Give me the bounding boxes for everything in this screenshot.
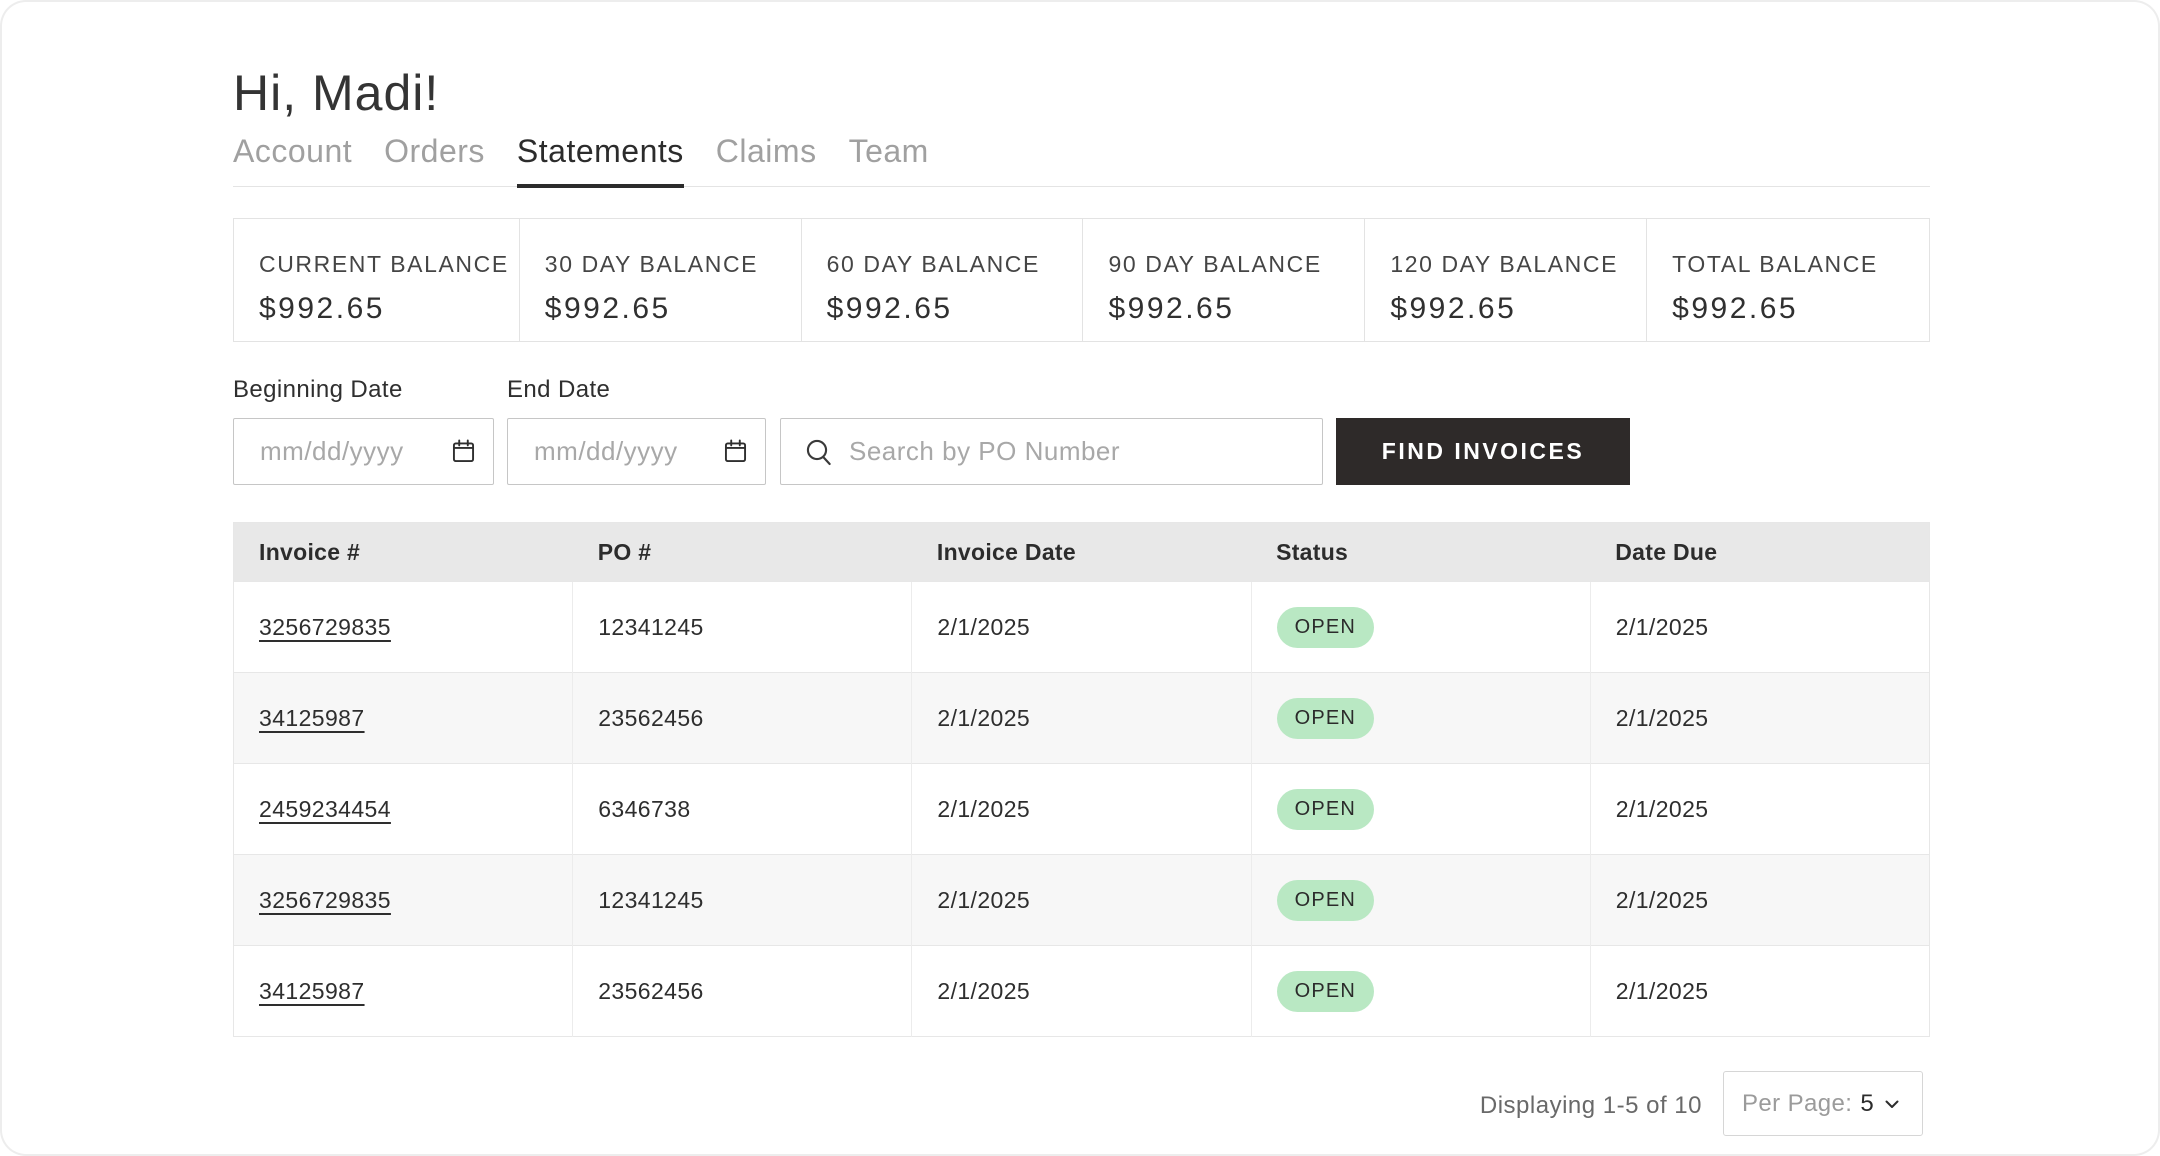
date-due-cell: 2/1/2025 — [1589, 945, 1930, 1037]
per-page-label: Per Page: — [1742, 1089, 1853, 1117]
balance-value: $992.65 — [1390, 292, 1517, 325]
calendar-icon[interactable] — [722, 437, 749, 466]
balance-value: $992.65 — [1108, 292, 1235, 325]
search-icon — [803, 436, 835, 468]
column-header-invoice: Invoice # — [233, 522, 573, 582]
balance-card-90: 90 DAY BALANCE $992.65 — [1083, 219, 1366, 341]
status-badge: OPEN — [1276, 788, 1375, 830]
calendar-icon[interactable] — [450, 437, 477, 466]
beginning-date-input[interactable] — [234, 436, 446, 467]
tab-orders[interactable]: Orders — [384, 133, 485, 169]
tab-bar: Account Orders Statements Claims Team — [233, 133, 1930, 188]
balance-card-60: 60 DAY BALANCE $992.65 — [802, 219, 1084, 341]
balance-label: 60 DAY BALANCE — [826, 251, 1040, 277]
end-date-field[interactable] — [507, 418, 766, 485]
status-badge: OPEN — [1276, 606, 1375, 648]
balance-card-120: 120 DAY BALANCE $992.65 — [1365, 219, 1648, 341]
po-cell: 23562456 — [572, 945, 912, 1037]
invoice-link[interactable]: 2459234454 — [259, 795, 391, 822]
status-badge: OPEN — [1276, 970, 1375, 1012]
po-cell: 6346738 — [572, 763, 912, 855]
table-header-row: Invoice # PO # Invoice Date Status Date … — [233, 522, 1930, 582]
date-due-cell: 2/1/2025 — [1589, 581, 1930, 673]
balance-label: 30 DAY BALANCE — [544, 251, 759, 277]
per-page-select[interactable]: Per Page: 5 — [1723, 1071, 1923, 1136]
balance-value: $992.65 — [259, 292, 385, 325]
balance-card-current: CURRENT BALANCE $992.65 — [234, 219, 520, 341]
tab-statements[interactable]: Statements — [516, 133, 684, 188]
po-search-field[interactable] — [780, 418, 1323, 485]
balance-card-30: 30 DAY BALANCE $992.65 — [520, 219, 802, 341]
date-due-cell: 2/1/2025 — [1589, 854, 1930, 946]
tab-claims[interactable]: Claims — [715, 133, 817, 169]
page-title: Hi, Madi! — [233, 64, 440, 121]
end-date-label: End Date — [507, 376, 611, 403]
po-search-input[interactable] — [835, 436, 1322, 467]
invoices-table: Invoice # PO # Invoice Date Status Date … — [233, 522, 1930, 1037]
status-badge: OPEN — [1276, 879, 1375, 921]
balance-value: $992.65 — [826, 292, 953, 325]
table-row: 3256729835 12341245 2/1/2025 OPEN 2/1/20… — [233, 854, 1930, 946]
invoice-date-cell: 2/1/2025 — [911, 945, 1252, 1037]
end-date-input[interactable] — [508, 436, 718, 467]
invoice-date-cell: 2/1/2025 — [911, 763, 1252, 855]
po-cell: 23562456 — [572, 672, 912, 764]
column-header-invoice-date: Invoice Date — [911, 522, 1252, 582]
invoice-date-cell: 2/1/2025 — [911, 672, 1252, 764]
date-due-cell: 2/1/2025 — [1589, 672, 1930, 764]
per-page-value: 5 — [1860, 1089, 1874, 1117]
invoice-date-cell: 2/1/2025 — [911, 581, 1252, 673]
tab-team[interactable]: Team — [848, 133, 929, 169]
balance-label: 120 DAY BALANCE — [1390, 251, 1619, 277]
invoice-link[interactable]: 3256729835 — [259, 886, 391, 913]
balance-value: $992.65 — [544, 292, 671, 325]
find-invoices-button[interactable]: FIND INVOICES — [1336, 418, 1630, 485]
date-due-cell: 2/1/2025 — [1589, 763, 1930, 855]
balance-card-total: TOTAL BALANCE $992.65 — [1647, 219, 1929, 341]
invoice-link[interactable]: 34125987 — [259, 704, 365, 731]
table-row: 3256729835 12341245 2/1/2025 OPEN 2/1/20… — [233, 581, 1930, 673]
balance-value: $992.65 — [1672, 292, 1799, 325]
invoice-link[interactable]: 34125987 — [259, 977, 365, 1004]
column-header-status: Status — [1251, 522, 1591, 582]
column-header-date-due: Date Due — [1590, 522, 1930, 582]
invoice-date-cell: 2/1/2025 — [911, 854, 1252, 946]
beginning-date-field[interactable] — [233, 418, 494, 485]
balance-label: CURRENT BALANCE — [259, 251, 509, 277]
tab-account[interactable]: Account — [233, 133, 353, 169]
balance-cards: CURRENT BALANCE $992.65 30 DAY BALANCE $… — [233, 218, 1930, 342]
table-row: 2459234454 6346738 2/1/2025 OPEN 2/1/202… — [233, 763, 1930, 855]
table-row: 34125987 23562456 2/1/2025 OPEN 2/1/2025 — [233, 672, 1930, 764]
invoice-link[interactable]: 3256729835 — [259, 613, 391, 640]
beginning-date-label: Beginning Date — [233, 376, 403, 403]
balance-label: TOTAL BALANCE — [1672, 251, 1878, 277]
po-cell: 12341245 — [572, 854, 912, 946]
pagination-status: Displaying 1-5 of 10 — [1479, 1092, 1702, 1119]
po-cell: 12341245 — [572, 581, 912, 673]
balance-label: 90 DAY BALANCE — [1108, 251, 1322, 277]
column-header-po: PO # — [572, 522, 912, 582]
table-row: 34125987 23562456 2/1/2025 OPEN 2/1/2025 — [233, 945, 1930, 1037]
status-badge: OPEN — [1276, 697, 1375, 739]
chevron-down-icon — [1880, 1092, 1904, 1116]
